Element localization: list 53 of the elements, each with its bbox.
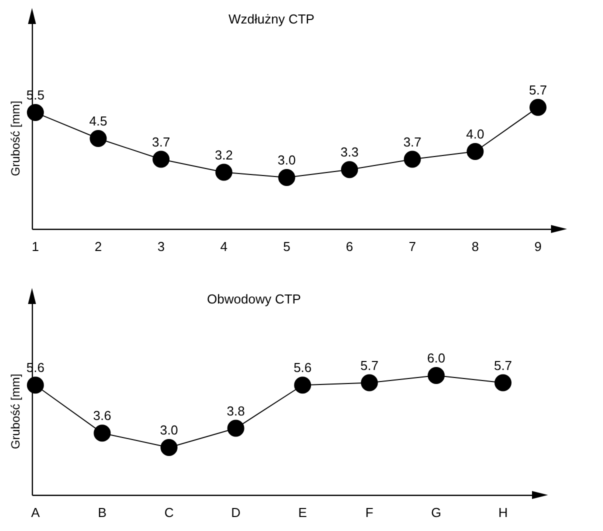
x-tick-label: 6	[346, 238, 354, 254]
point	[294, 376, 312, 394]
x-tick-label: C	[164, 504, 174, 520]
point	[530, 98, 546, 116]
point	[341, 161, 358, 178]
x-tick-label: 7	[408, 238, 416, 254]
x-tick-label: 3	[157, 238, 165, 254]
chart-title: Wzdłużny CTP	[228, 11, 314, 26]
data-label: 3.0	[160, 422, 178, 438]
point	[26, 376, 44, 394]
x-tick-label: 1	[32, 238, 40, 254]
chart-title: Obwodowy CTP	[207, 291, 301, 306]
point	[90, 130, 107, 147]
x-tick-label: 5	[283, 238, 290, 254]
x-tick-label: A	[31, 504, 40, 520]
x-tick-label: B	[98, 504, 107, 520]
point	[494, 374, 512, 392]
data-label: 4.5	[89, 114, 108, 129]
point	[360, 374, 378, 392]
data-label: 3.2	[214, 147, 233, 162]
point	[94, 424, 111, 442]
y-axis-title: Grubość [mm]	[8, 374, 23, 450]
x-tick-label: F	[365, 504, 374, 520]
point	[428, 367, 445, 384]
data-label: 3.7	[152, 134, 170, 150]
data-label: 5.6	[294, 360, 312, 376]
data-label: 5.7	[494, 358, 512, 373]
data-label: 3.7	[403, 134, 422, 150]
data-label: 3.6	[93, 408, 112, 424]
y-axis-title: Grubość [mm]	[8, 100, 23, 176]
data-label: 6.0	[427, 350, 446, 366]
x-tick-label: 2	[94, 238, 102, 254]
point	[466, 142, 484, 160]
data-label: 4.0	[466, 126, 484, 142]
data-label: 5.7	[360, 358, 378, 373]
x-tick-label: H	[498, 504, 508, 520]
data-label: 3.3	[340, 144, 359, 160]
data-label: 3.0	[278, 152, 296, 168]
x-tick-label: 9	[534, 238, 542, 254]
point	[26, 104, 44, 122]
x-tick-label: D	[231, 504, 240, 520]
x-tick-label: E	[298, 504, 308, 520]
point	[404, 150, 421, 168]
point	[152, 150, 170, 168]
point	[278, 168, 296, 186]
point	[215, 164, 232, 181]
point	[227, 420, 244, 437]
x-tick-label: 8	[472, 238, 479, 254]
x-tick-label: 4	[220, 238, 228, 254]
data-label: 5.7	[528, 82, 548, 98]
point	[160, 438, 178, 456]
data-label: 3.8	[226, 403, 245, 418]
x-tick-label: G	[431, 504, 442, 520]
